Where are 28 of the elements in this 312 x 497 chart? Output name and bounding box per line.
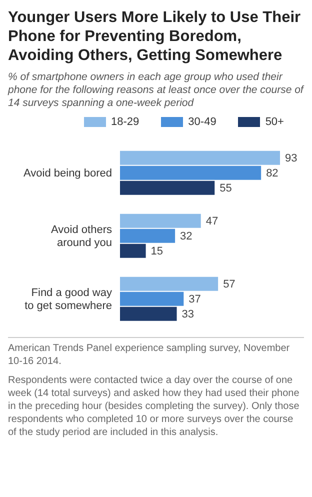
data-label: 32 xyxy=(180,230,192,243)
text: American Trends Panel experience sampling survey, November 10-16 2014. xyxy=(8,342,291,368)
bar xyxy=(120,292,184,306)
data-label: 82 xyxy=(266,168,278,180)
data-label: 57 xyxy=(223,278,236,291)
data-label: 33 xyxy=(182,308,194,321)
bar xyxy=(120,150,280,165)
y-tick-label: Avoid others around you xyxy=(51,224,112,249)
y-tick-label: Avoid being bored xyxy=(24,167,112,180)
data-label: 93 xyxy=(285,152,298,165)
y-tick-label: Find a good way to get somewhere xyxy=(24,286,112,312)
data-label: 15 xyxy=(150,246,164,258)
legend-label: 50+ xyxy=(264,116,284,128)
bar xyxy=(120,166,262,180)
chart-title: Younger Users More Likely to Use Their Phone for Preventing Boredom, Avoiding Others, Getting Somewhere xyxy=(8,8,302,65)
legend-label: 18-29 xyxy=(110,116,140,128)
bar xyxy=(120,180,215,195)
bar xyxy=(120,244,146,258)
bar xyxy=(120,228,176,243)
data-label: 37 xyxy=(188,294,201,306)
text: Respondents were contacted twice a day over the course of one week (14 total surveys) and asked how they had used their phone in the preceding hour (besides completing the survey). Only those respondents who completed 10 or more surveys over the course of the study period are included in this analysis. xyxy=(8,374,300,439)
data-label: 55 xyxy=(220,182,232,195)
bar xyxy=(120,276,218,291)
data-label: 47 xyxy=(206,216,218,228)
bar xyxy=(120,306,177,321)
chart-subtitle: % of smartphone owners in each age group who used their phone for the following reasons at least once over the course of 14 surveys spanning a one-week period xyxy=(8,71,304,110)
legend-label: 30-49 xyxy=(187,116,216,128)
bar xyxy=(120,214,201,228)
